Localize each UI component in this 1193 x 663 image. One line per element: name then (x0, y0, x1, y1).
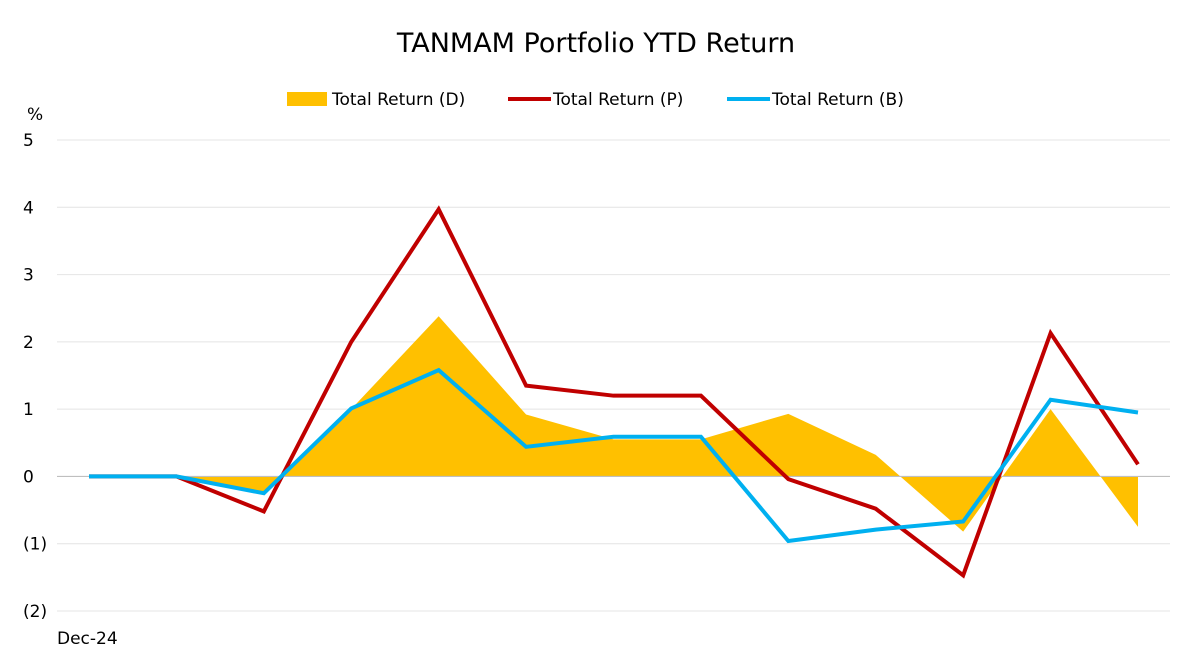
legend-swatch-area (287, 92, 327, 106)
line-series-total-return-b (89, 367, 1139, 544)
y-tick-label: 2 (23, 333, 34, 353)
legend-label: Total Return (P) (552, 90, 683, 110)
x-axis-ticks: Dec-24 (57, 629, 118, 649)
y-axis-ticks: 5 4 3 2 1 0 (1) (2) (23, 131, 47, 622)
y-tick-label: 3 (23, 266, 34, 286)
chart-title: TANMAM Portfolio YTD Return (396, 28, 795, 59)
gridlines (57, 139, 1170, 612)
y-axis-unit-label: % (27, 105, 43, 125)
legend-label: Total Return (B) (771, 90, 904, 110)
legend: Total Return (D) Total Return (P) Total Re… (287, 90, 904, 110)
y-tick-label: 5 (23, 131, 34, 151)
y-tick-label: 1 (23, 400, 34, 420)
y-tick-label: (2) (23, 602, 47, 622)
line-series-group (89, 205, 1140, 579)
x-tick-label: Dec-24 (57, 629, 118, 649)
legend-label: Total Return (D) (331, 90, 465, 110)
line-series-total-return-p (89, 205, 1140, 579)
y-tick-label: 0 (23, 467, 34, 487)
y-tick-label: 4 (23, 198, 34, 218)
y-tick-label: (1) (23, 535, 47, 555)
